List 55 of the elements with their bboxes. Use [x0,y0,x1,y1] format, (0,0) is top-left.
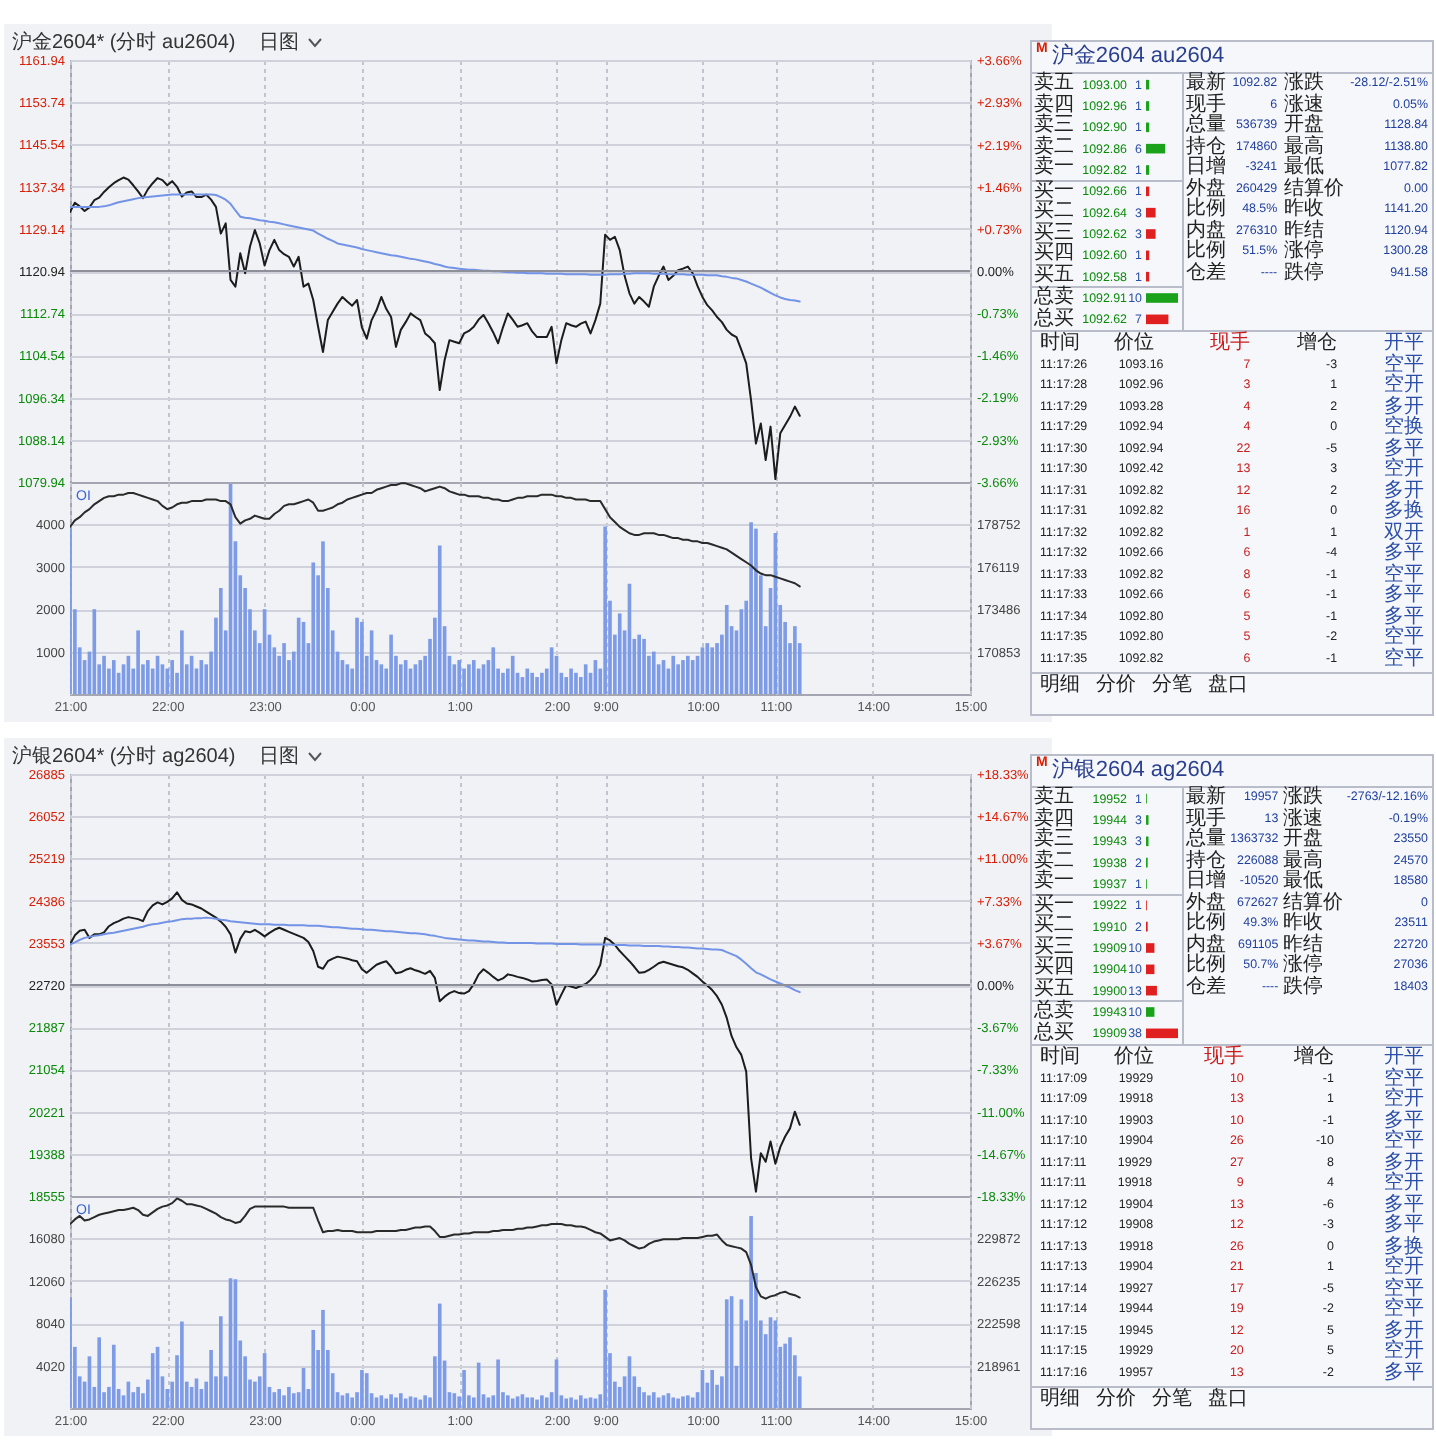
text: 买五 [1034,263,1074,286]
text: 时间 价位 现手 增仓 开平 [1040,332,1424,355]
line-series [70,1197,801,1300]
text: 总卖 [1034,1000,1074,1023]
line-series [70,193,801,303]
line-series [70,482,801,588]
text: 卖四 [1034,807,1074,830]
text: 卖五 [1034,72,1074,95]
text: 明细 [1040,1388,1080,1410]
bar [1146,985,1157,996]
text: 分价 [1096,1388,1136,1410]
text: 卖三 [1034,828,1074,851]
text: 总买 [1034,307,1074,330]
text: 买四 [1034,242,1074,265]
text: 买四 [1034,956,1074,979]
text: 盘口 [1208,1388,1248,1410]
bar [1146,1007,1155,1017]
text: 沪金2604 au2604 [1051,42,1225,70]
text: 沪银2604 ag2604 [1051,756,1225,784]
text: 卖五 [1034,786,1074,809]
text: 分价 [1096,674,1136,696]
text: 卖二 [1034,849,1074,872]
text: 卖三 [1034,114,1074,137]
text: 买五 [1034,977,1074,1000]
bar [1146,1028,1178,1039]
chart-title: 沪银2604* (分时 ag2604) [12,746,236,768]
text: 卖四 [1034,93,1074,116]
bar [1146,143,1166,154]
bar [1146,943,1155,953]
text: 明细 [1040,674,1080,696]
text: 卖一 [1034,870,1074,893]
bar [1146,229,1156,239]
text: 买二 [1034,914,1074,937]
text: 买三 [1034,221,1074,244]
line-series [70,916,801,994]
bar [1146,207,1156,218]
text: 总卖 [1034,286,1074,309]
text: 买二 [1034,200,1074,223]
bar [1146,293,1178,303]
text: 卖二 [1034,135,1074,158]
text: 买三 [1034,935,1074,958]
text: 时间 价位 现手 增仓 开平 [1040,1046,1424,1069]
line-series [70,891,801,1193]
text: 总买 [1034,1021,1074,1044]
text: 分笔 [1152,1388,1192,1410]
chart-subtitle: 日图 [259,746,300,768]
text: 盘口 [1208,674,1248,696]
line-series [70,176,801,481]
text: 买一 [1034,179,1074,202]
text: 卖一 [1034,156,1074,179]
bar [1146,314,1169,325]
chart-title: 沪金2604* (分时 au2604) [12,32,236,54]
text: 买一 [1034,893,1074,916]
chart-subtitle: 日图 [259,32,300,54]
text: 分笔 [1152,674,1192,696]
